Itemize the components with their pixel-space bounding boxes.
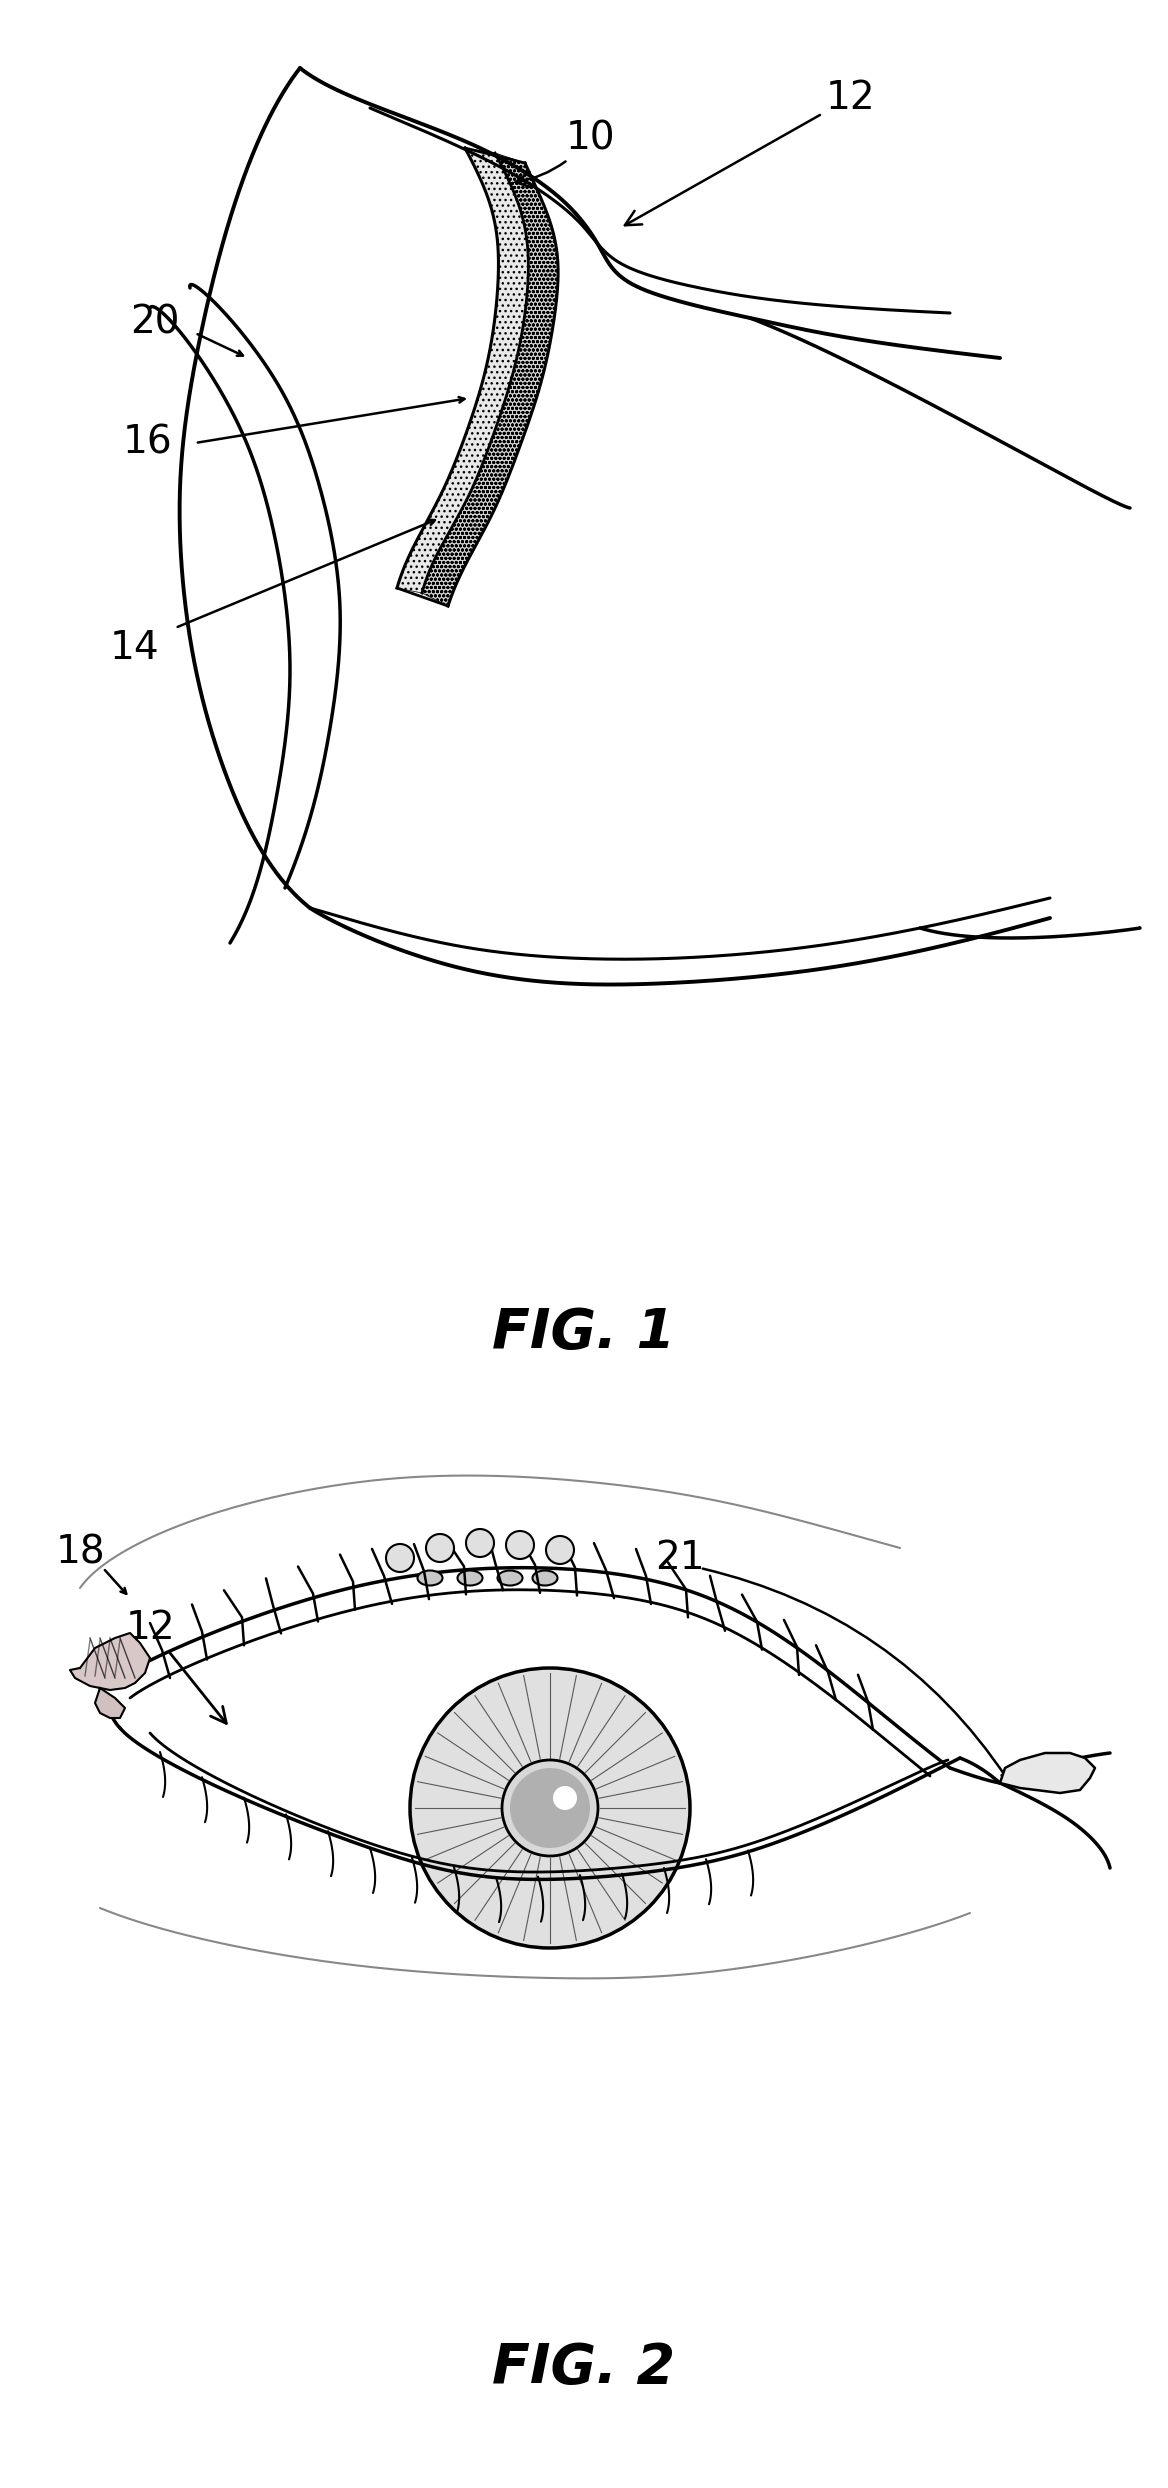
Ellipse shape (417, 1570, 443, 1585)
Text: 21: 21 (655, 1540, 704, 1577)
Circle shape (410, 1667, 690, 1948)
Polygon shape (1000, 1754, 1096, 1794)
Text: 18: 18 (55, 1535, 105, 1572)
Text: 12: 12 (125, 1610, 227, 1724)
Circle shape (385, 1545, 413, 1572)
Ellipse shape (458, 1570, 482, 1585)
Polygon shape (70, 1632, 150, 1689)
Polygon shape (95, 1687, 125, 1719)
Circle shape (510, 1769, 590, 1849)
Circle shape (545, 1535, 573, 1565)
Ellipse shape (533, 1570, 557, 1585)
Circle shape (552, 1786, 577, 1809)
Ellipse shape (498, 1570, 522, 1585)
Text: FIG. 1: FIG. 1 (493, 1306, 675, 1361)
Text: FIG. 2: FIG. 2 (493, 2341, 675, 2396)
Text: 12: 12 (625, 80, 875, 226)
Polygon shape (397, 147, 528, 592)
Polygon shape (422, 152, 558, 607)
Circle shape (426, 1535, 454, 1562)
Text: 14: 14 (110, 629, 160, 667)
Circle shape (506, 1530, 534, 1560)
Text: 16: 16 (123, 423, 173, 463)
Circle shape (502, 1759, 598, 1856)
Circle shape (466, 1530, 494, 1557)
Text: 10: 10 (515, 119, 614, 187)
Text: 20: 20 (131, 304, 180, 341)
